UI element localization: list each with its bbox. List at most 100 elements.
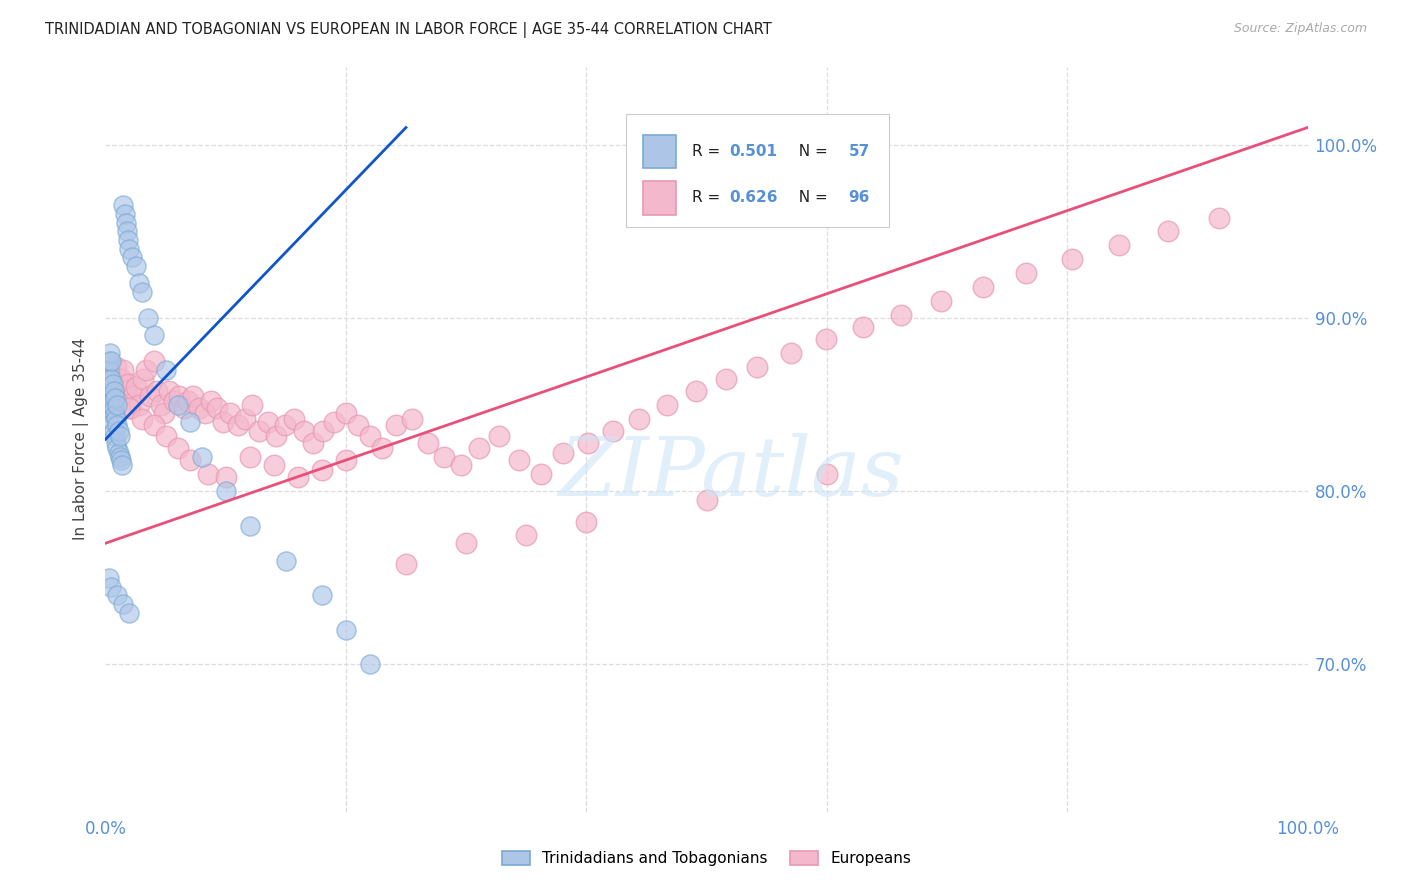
Point: [118, 606, 141, 620]
Point: [110, 372, 132, 386]
Point: [273, 418, 295, 433]
Point: [256, 415, 278, 429]
Text: R =: R =: [692, 191, 725, 205]
Point: [233, 411, 256, 425]
Point: [131, 285, 153, 299]
Text: N =: N =: [789, 145, 834, 159]
Point: [107, 389, 129, 403]
Point: [101, 415, 124, 429]
Point: [972, 280, 994, 294]
Point: [395, 557, 418, 571]
Point: [107, 446, 129, 460]
Point: [576, 435, 599, 450]
Point: [105, 435, 128, 450]
Point: [226, 418, 249, 433]
Point: [200, 394, 222, 409]
Point: [108, 450, 131, 464]
Point: [117, 376, 139, 391]
Point: [312, 424, 335, 438]
Text: Source: ZipAtlas.com: Source: ZipAtlas.com: [1233, 22, 1367, 36]
Point: [100, 367, 122, 381]
Point: [454, 536, 477, 550]
Point: [1060, 252, 1083, 267]
Point: [115, 384, 138, 398]
Point: [359, 429, 381, 443]
Point: [103, 401, 125, 416]
Point: [890, 308, 912, 322]
Point: [104, 429, 127, 443]
Point: [779, 345, 801, 359]
Point: [311, 588, 333, 602]
Point: [814, 332, 837, 346]
Point: [655, 398, 678, 412]
Point: [98, 345, 121, 359]
Point: [929, 293, 952, 308]
Point: [146, 384, 169, 398]
Point: [104, 408, 127, 422]
Point: [135, 363, 157, 377]
Point: [142, 328, 165, 343]
Point: [107, 398, 129, 412]
Point: [1108, 238, 1130, 252]
Point: [433, 450, 456, 464]
Point: [98, 354, 121, 368]
Point: [263, 458, 285, 473]
Point: [714, 372, 737, 386]
Point: [166, 441, 188, 455]
Point: [98, 376, 121, 391]
Point: [287, 470, 309, 484]
Point: [167, 389, 190, 403]
Point: [117, 233, 139, 247]
Point: [685, 384, 707, 398]
Point: [401, 411, 423, 425]
Point: [450, 458, 472, 473]
FancyBboxPatch shape: [626, 114, 889, 227]
Point: [1157, 224, 1180, 238]
Point: [118, 401, 141, 416]
Point: [177, 394, 200, 409]
Point: [128, 277, 150, 291]
Bar: [643, 135, 676, 169]
Point: [155, 363, 177, 377]
Point: [103, 384, 125, 398]
Point: [179, 415, 201, 429]
Point: [179, 453, 201, 467]
Point: [128, 398, 150, 412]
Point: [103, 424, 125, 438]
Point: [194, 406, 217, 420]
Point: [371, 441, 394, 455]
Point: [214, 484, 236, 499]
Point: [149, 398, 172, 412]
Point: [110, 453, 132, 467]
Text: R =: R =: [692, 145, 725, 159]
Point: [515, 527, 537, 541]
Point: [114, 207, 136, 221]
Point: [416, 435, 439, 450]
Text: 57: 57: [848, 145, 870, 159]
Y-axis label: In Labor Force | Age 35-44: In Labor Force | Age 35-44: [73, 338, 90, 541]
Point: [121, 251, 143, 265]
Point: [132, 372, 155, 386]
Point: [264, 429, 287, 443]
Point: [120, 401, 142, 416]
Point: [602, 424, 624, 438]
Point: [1208, 211, 1230, 225]
Point: [100, 389, 122, 403]
Point: [98, 372, 121, 386]
Point: [155, 429, 177, 443]
Point: [212, 415, 235, 429]
Point: [530, 467, 553, 481]
Point: [98, 398, 121, 412]
Point: [335, 453, 357, 467]
Point: [508, 453, 530, 467]
Point: [335, 406, 357, 420]
Point: [101, 394, 124, 409]
Point: [136, 311, 159, 326]
Point: [322, 415, 344, 429]
Text: 0.626: 0.626: [730, 191, 778, 205]
Point: [112, 198, 135, 212]
Point: [101, 376, 124, 391]
Point: [100, 372, 122, 386]
Point: [173, 401, 195, 416]
Point: [118, 242, 141, 256]
